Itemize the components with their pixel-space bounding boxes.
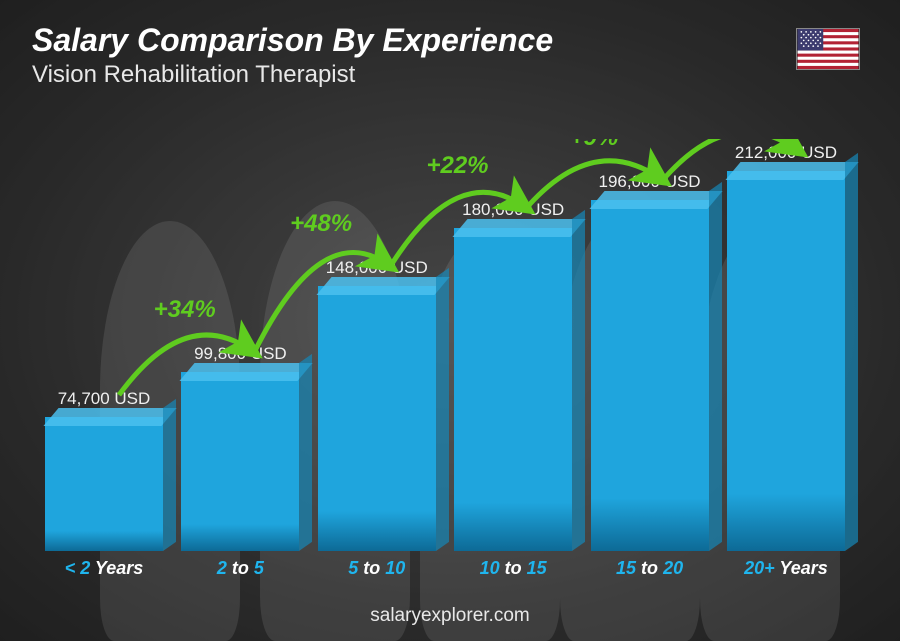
chart-subtitle: Vision Rehabilitation Therapist xyxy=(32,61,553,89)
bar-group: 99,800 USD xyxy=(181,344,299,551)
bar xyxy=(318,286,436,551)
chart-area: 74,700 USD 99,800 USD 148,000 USD 180,000 U… xyxy=(45,139,845,579)
x-axis-label: 20+ Years xyxy=(727,558,845,579)
bars-container: 74,700 USD 99,800 USD 148,000 USD 180,000 U… xyxy=(45,139,845,551)
bar-group: 212,000 USD xyxy=(727,143,845,551)
bar-value-label: 212,000 USD xyxy=(735,143,837,163)
bar-group: 74,700 USD xyxy=(45,389,163,551)
x-axis-label: < 2 Years xyxy=(45,558,163,579)
bar-value-label: 74,700 USD xyxy=(58,389,151,409)
bar-value-label: 196,000 USD xyxy=(599,172,701,192)
infographic-container: Salary Comparison By Experience Vision R… xyxy=(0,0,900,641)
x-axis-label: 15 to 20 xyxy=(591,558,709,579)
footer-attribution: salaryexplorer.com xyxy=(0,605,900,627)
bar-group: 148,000 USD xyxy=(318,258,436,551)
bar xyxy=(45,417,163,551)
bar-group: 196,000 USD xyxy=(591,172,709,551)
chart-title: Salary Comparison By Experience xyxy=(32,22,553,59)
x-axis-label: 5 to 10 xyxy=(318,558,436,579)
bar xyxy=(727,171,845,551)
x-axis-label: 2 to 5 xyxy=(181,558,299,579)
bar xyxy=(454,228,572,551)
bar-value-label: 148,000 USD xyxy=(326,258,428,278)
header: Salary Comparison By Experience Vision R… xyxy=(32,22,553,89)
bar-group: 180,000 USD xyxy=(454,200,572,551)
us-flag-icon xyxy=(796,28,860,70)
x-labels-container: < 2 Years 2 to 5 5 to 10 10 to 15 15 to 20 20… xyxy=(45,558,845,579)
x-axis-label: 10 to 15 xyxy=(454,558,572,579)
bar-value-label: 180,000 USD xyxy=(462,200,564,220)
bar-value-label: 99,800 USD xyxy=(194,344,287,364)
bar xyxy=(591,200,709,551)
bar xyxy=(181,372,299,551)
